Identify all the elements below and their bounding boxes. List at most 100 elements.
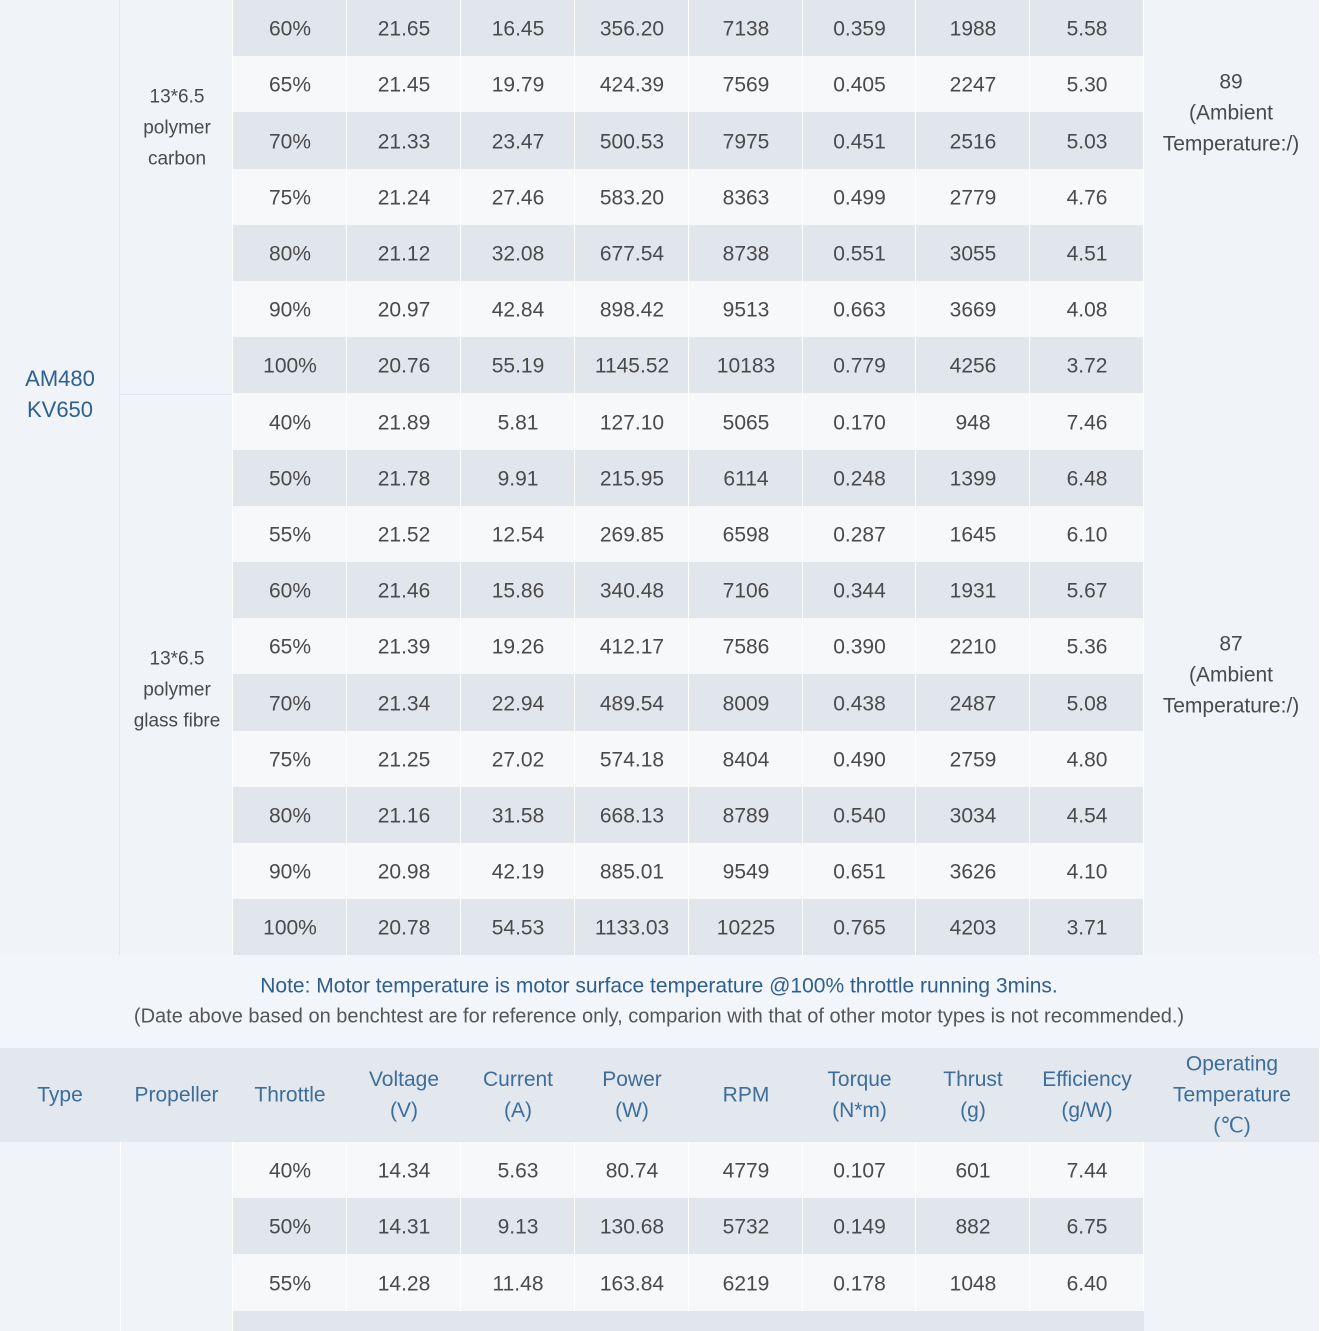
table-cell bbox=[461, 505, 575, 562]
table-cell bbox=[916, 168, 1030, 225]
cell-value: 0.149 bbox=[833, 1215, 886, 1239]
table-cell bbox=[803, 281, 916, 338]
cell-value: 4203 bbox=[949, 916, 997, 940]
column-header: Propeller bbox=[134, 1080, 218, 1111]
cell-value: 163.84 bbox=[599, 1272, 665, 1295]
table-cell bbox=[916, 0, 1030, 57]
cell-value: 500.53 bbox=[599, 130, 665, 153]
cell-value: 23.47 bbox=[491, 130, 545, 153]
cell-value: 70% bbox=[268, 692, 312, 715]
column-header: Power (W) bbox=[602, 1064, 662, 1126]
table-cell bbox=[233, 281, 347, 338]
table-cell bbox=[916, 843, 1030, 900]
table-cell bbox=[461, 1198, 575, 1255]
cell-value: 4.10 bbox=[1066, 860, 1108, 884]
table-cell bbox=[1030, 674, 1144, 731]
cell-value: 8363 bbox=[722, 186, 770, 210]
text-line: Temperature:/) bbox=[1162, 132, 1300, 156]
cell-value: 21.12 bbox=[377, 242, 431, 266]
cell-value: 7586 bbox=[722, 635, 770, 659]
table-cell bbox=[689, 281, 803, 338]
table-cell bbox=[461, 0, 575, 57]
cell-value: 0.451 bbox=[833, 130, 886, 153]
cell-value: 5.30 bbox=[1066, 73, 1108, 97]
cell-value: 4.76 bbox=[1066, 186, 1108, 210]
text-line: (g/W) bbox=[1061, 1099, 1113, 1122]
text-line: Efficiency bbox=[1042, 1068, 1132, 1091]
table-cell bbox=[803, 449, 916, 506]
operating-temperature: 89 (Ambient Temperature:/) bbox=[1163, 67, 1300, 160]
cell-value: 1145.52 bbox=[594, 354, 670, 378]
cell-value: 14.31 bbox=[377, 1215, 431, 1239]
table-cell bbox=[689, 112, 803, 169]
table-cell bbox=[1030, 281, 1144, 338]
text-line: polymer bbox=[143, 679, 211, 701]
text-line: (V) bbox=[389, 1099, 418, 1122]
table-cell bbox=[803, 393, 916, 450]
table-cell bbox=[1030, 843, 1144, 900]
table-cell bbox=[461, 618, 575, 675]
cell-value: 6598 bbox=[722, 523, 770, 547]
type-cell bbox=[0, 0, 120, 955]
table-cell bbox=[461, 1142, 575, 1199]
cell-value: 127.10 bbox=[599, 411, 665, 434]
table-cell bbox=[347, 730, 461, 787]
propeller-cell bbox=[120, 0, 233, 955]
note: (Date above based on benchtest are for r… bbox=[133, 1005, 1185, 1028]
cell-value: 21.25 bbox=[377, 748, 431, 772]
table-cell bbox=[689, 449, 803, 506]
cell-value: 42.84 bbox=[491, 298, 545, 322]
cell-value: 14.28 bbox=[377, 1272, 431, 1295]
table-cell bbox=[347, 0, 461, 57]
table-cell bbox=[1030, 337, 1144, 394]
text-line: 89 bbox=[1219, 70, 1243, 94]
table-cell bbox=[575, 505, 689, 562]
table-cell bbox=[461, 224, 575, 281]
left-cells bbox=[0, 1142, 233, 1331]
table-cell bbox=[233, 843, 347, 900]
cell-value: 7975 bbox=[722, 130, 770, 153]
cell-value: 489.54 bbox=[599, 692, 665, 715]
divider bbox=[120, 1142, 121, 1331]
cell-value: 90% bbox=[268, 860, 312, 884]
cell-value: 100% bbox=[263, 916, 317, 940]
cell-value: 4.80 bbox=[1066, 748, 1108, 772]
table-cell bbox=[803, 0, 916, 57]
table-cell bbox=[347, 224, 461, 281]
cell-value: 0.779 bbox=[833, 354, 886, 378]
cell-value: 3669 bbox=[949, 298, 997, 322]
cell-value: 6219 bbox=[722, 1272, 770, 1295]
cell-value: 19.79 bbox=[491, 73, 545, 97]
table-cell bbox=[803, 224, 916, 281]
table-cell bbox=[916, 1142, 1030, 1199]
table-cell bbox=[803, 674, 916, 731]
temperature-cell bbox=[1144, 1142, 1320, 1331]
cell-value: 3626 bbox=[949, 860, 997, 884]
cell-value: 1931 bbox=[949, 579, 997, 603]
table-cell bbox=[803, 56, 916, 113]
cell-value: 8789 bbox=[722, 804, 770, 828]
cell-value: 16.45 bbox=[491, 17, 545, 41]
table-cell bbox=[1030, 786, 1144, 843]
table-cell bbox=[916, 786, 1030, 843]
cell-value: 3055 bbox=[949, 242, 997, 266]
table-cell bbox=[689, 224, 803, 281]
cell-value: 55.19 bbox=[491, 354, 545, 378]
cell-value: 5.67 bbox=[1066, 579, 1108, 603]
table-cell bbox=[461, 843, 575, 900]
cell-value: 70% bbox=[268, 130, 312, 153]
table-cell bbox=[347, 1142, 461, 1199]
cell-value: 54.53 bbox=[491, 916, 545, 940]
table-cell bbox=[461, 674, 575, 731]
table-cell bbox=[689, 0, 803, 57]
cell-value: 8009 bbox=[722, 692, 770, 715]
cell-value: 583.20 bbox=[599, 186, 665, 210]
cell-value: 21.65 bbox=[377, 17, 431, 41]
table-cell bbox=[233, 730, 347, 787]
cell-value: 21.39 bbox=[377, 635, 431, 659]
table-cell bbox=[575, 449, 689, 506]
cell-value: 601 bbox=[955, 1159, 991, 1183]
cell-value: 0.107 bbox=[833, 1159, 886, 1183]
cell-value: 40% bbox=[268, 411, 312, 434]
cell-value: 885.01 bbox=[599, 860, 665, 884]
